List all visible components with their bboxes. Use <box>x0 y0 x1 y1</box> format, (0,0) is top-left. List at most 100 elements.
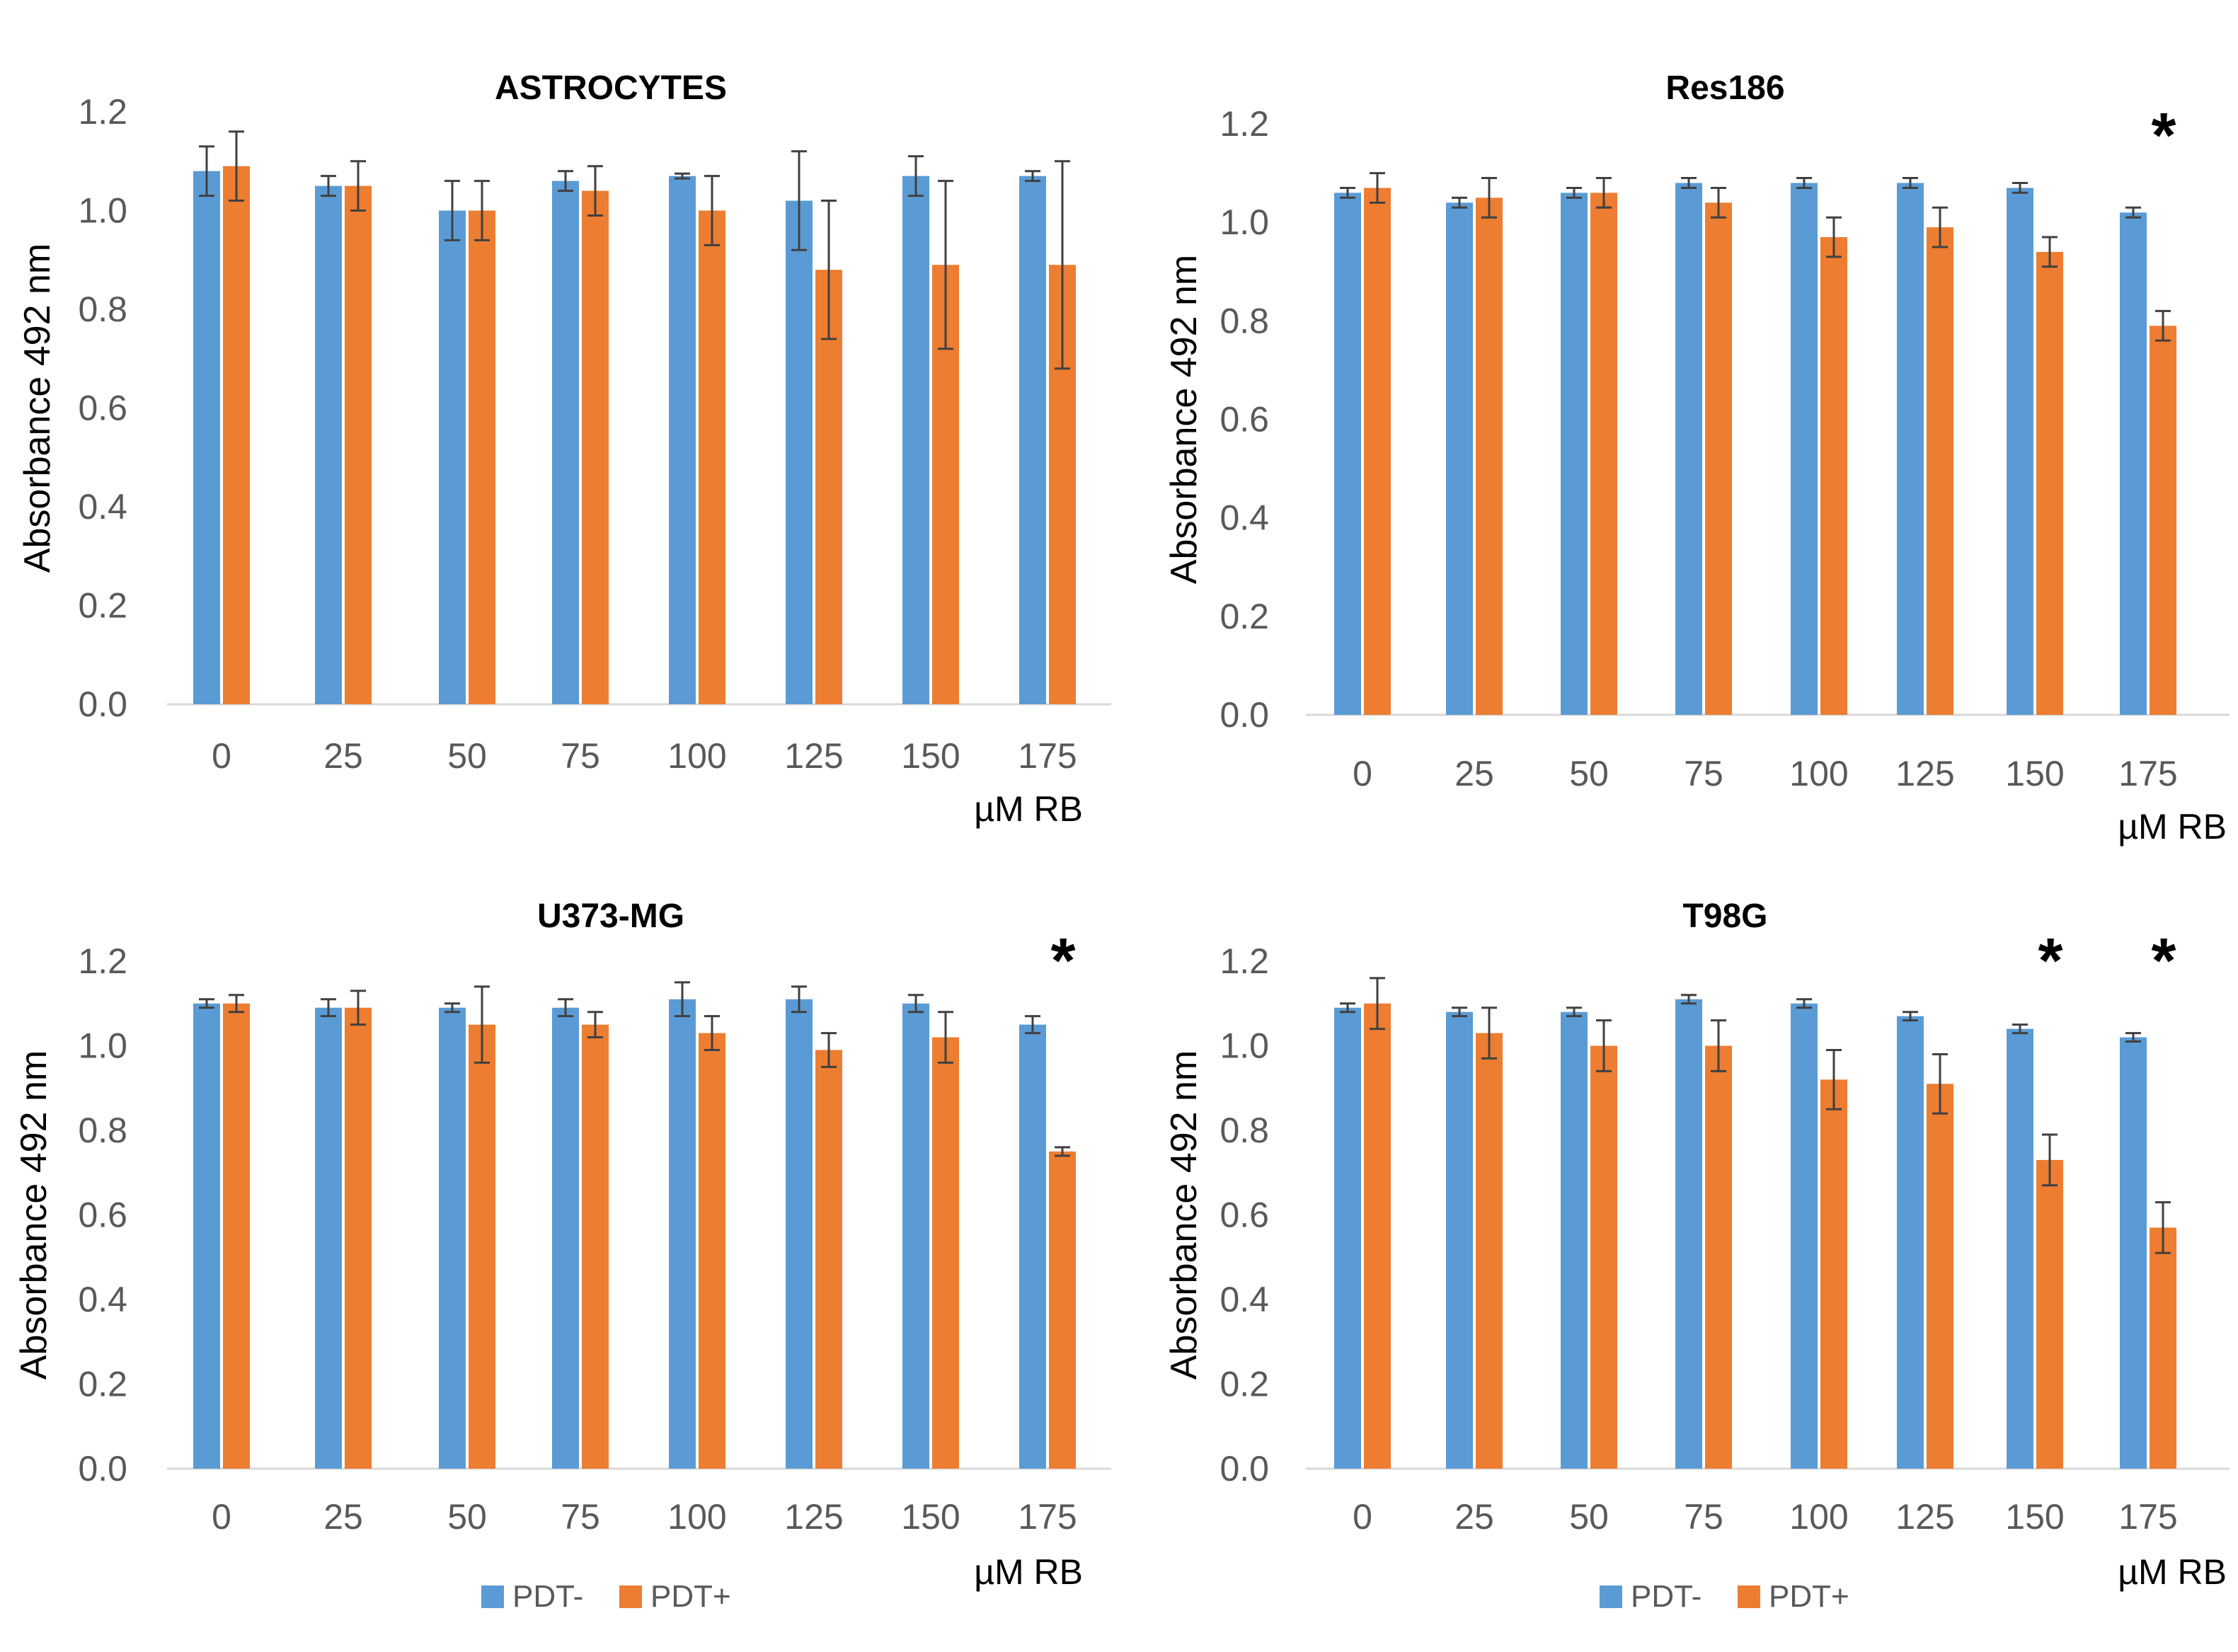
bar-pdt-minus <box>1791 183 1818 715</box>
y-tick-label: 0.0 <box>1220 695 1269 735</box>
y-tick-label: 0.6 <box>1220 1195 1269 1235</box>
legend-swatch <box>619 1585 642 1608</box>
bar-pdt-minus <box>1019 176 1046 705</box>
y-axis-label: Absorbance 492 nm <box>13 1050 54 1379</box>
legend-label: PDT- <box>512 1579 583 1614</box>
bar-pdt-plus <box>1049 1151 1076 1469</box>
bar-pdt-plus <box>1476 1033 1503 1469</box>
bar-pdt-minus <box>1561 193 1588 716</box>
x-tick-label: 0 <box>1353 754 1372 793</box>
bar-pdt-plus <box>699 1033 725 1469</box>
y-tick-label: 0.8 <box>78 1111 127 1150</box>
x-tick-label: 125 <box>784 1497 843 1537</box>
y-tick-label: 0.4 <box>78 487 127 527</box>
x-tick-label: 25 <box>323 1497 363 1537</box>
bar-pdt-plus <box>223 166 250 705</box>
bar-pdt-minus <box>315 185 342 704</box>
bar-pdt-minus <box>439 210 466 704</box>
bar-pdt-minus <box>1334 193 1361 716</box>
bar-pdt-plus <box>1590 193 1617 716</box>
y-tick-label: 0.2 <box>1220 597 1269 636</box>
bar-pdt-plus <box>1364 1003 1391 1469</box>
x-tick-label: 125 <box>1895 754 1954 793</box>
bar-pdt-plus <box>1476 197 1503 715</box>
bar-pdt-plus <box>1927 1084 1953 1469</box>
x-tick-label: 50 <box>1569 754 1609 793</box>
x-tick-label: 50 <box>447 736 487 776</box>
x-tick-label: 75 <box>1684 754 1723 793</box>
significance-star: * <box>2038 926 2062 997</box>
bar-pdt-minus <box>786 999 813 1469</box>
x-tick-label: 175 <box>1018 1497 1077 1537</box>
chart-title: T98G <box>1682 897 1767 935</box>
bar-pdt-plus <box>2150 326 2176 716</box>
y-tick-label: 0.0 <box>1220 1449 1269 1488</box>
bar-pdt-plus <box>223 1003 250 1469</box>
x-tick-label: 175 <box>2118 754 2177 793</box>
chart-panel-2: Res186 0.0 0.2 0.4 0.6 0.8 1.0 1.2 Absorbance 49… <box>1164 69 2230 847</box>
chart-title: ASTROCYTES <box>495 69 727 107</box>
bar-pdt-plus <box>469 210 495 704</box>
legend-swatch <box>1738 1585 1760 1608</box>
bar-pdt-minus <box>552 1007 579 1469</box>
x-tick-label: 125 <box>1895 1497 1954 1537</box>
x-tick-label: 25 <box>1454 1497 1494 1537</box>
x-tick-label: 75 <box>561 1497 600 1537</box>
bar-pdt-minus <box>2007 188 2033 715</box>
bar-pdt-minus <box>315 1007 342 1469</box>
bar-pdt-minus <box>1897 1016 1924 1469</box>
bar-pdt-plus <box>699 210 725 704</box>
x-tick-label: 100 <box>667 736 726 776</box>
y-tick-label: 1.0 <box>1220 202 1269 242</box>
bar-pdt-plus <box>1590 1045 1617 1469</box>
chart-title: Res186 <box>1665 69 1784 107</box>
x-tick-label: 0 <box>1353 1497 1372 1537</box>
bar-pdt-minus <box>2007 1028 2033 1469</box>
y-tick-label: 1.2 <box>78 941 127 981</box>
bar-pdt-minus <box>439 1007 466 1469</box>
bar-pdt-plus <box>1705 1045 1732 1469</box>
bar-pdt-minus <box>552 180 579 704</box>
x-tick-label: 125 <box>784 736 843 776</box>
x-tick-label: 75 <box>561 736 600 776</box>
x-tick-label: 100 <box>667 1497 726 1537</box>
x-tick-label: 100 <box>1789 1497 1848 1537</box>
bar-pdt-minus <box>193 171 220 704</box>
bar-pdt-minus <box>193 1003 220 1469</box>
x-tick-label: 175 <box>1018 736 1077 776</box>
bar-pdt-minus <box>1446 1011 1473 1469</box>
y-tick-label: 0.8 <box>1220 1111 1269 1150</box>
bar-pdt-minus <box>1561 1011 1588 1469</box>
bar-pdt-minus <box>902 1003 929 1469</box>
y-tick-label: 0.6 <box>78 1195 127 1235</box>
x-tick-label: 0 <box>212 736 231 776</box>
y-tick-label: 0.2 <box>78 1365 127 1404</box>
x-tick-label: 0 <box>212 1497 231 1537</box>
legend-label: PDT+ <box>1769 1579 1849 1614</box>
y-tick-label: 0.2 <box>1220 1365 1269 1404</box>
y-tick-label: 1.2 <box>1220 941 1269 981</box>
x-tick-label: 25 <box>1454 754 1494 793</box>
x-tick-label: 25 <box>323 736 363 776</box>
x-tick-label: 150 <box>901 1497 960 1537</box>
legend-label: PDT+ <box>650 1579 731 1614</box>
y-axis-label: Absorbance 492 nm <box>17 243 58 573</box>
bar-pdt-plus <box>1364 188 1391 715</box>
y-axis-label: Absorbance 492 nm <box>1164 1050 1205 1379</box>
significance-star: * <box>1050 926 1075 997</box>
legend-swatch <box>481 1585 504 1608</box>
bar-pdt-minus <box>1675 999 1702 1469</box>
y-tick-label: 0.4 <box>1220 498 1269 538</box>
bar-pdt-minus <box>1019 1024 1046 1469</box>
bar-pdt-plus <box>1820 237 1847 716</box>
bar-pdt-plus <box>2036 251 2063 716</box>
y-tick-label: 0.6 <box>1220 400 1269 440</box>
x-axis-unit-label: µM RB <box>2118 1552 2227 1592</box>
bar-pdt-minus <box>1675 183 1702 715</box>
legend-label: PDT- <box>1631 1579 1702 1614</box>
x-tick-label: 175 <box>2118 1497 2177 1537</box>
bar-pdt-minus <box>669 999 696 1469</box>
x-axis-unit-label: µM RB <box>2118 807 2227 847</box>
chart-panel-1: ASTROCYTES 0.0 0.2 0.4 0.6 0.8 1.0 1.2 Absorbanc… <box>17 69 1111 829</box>
